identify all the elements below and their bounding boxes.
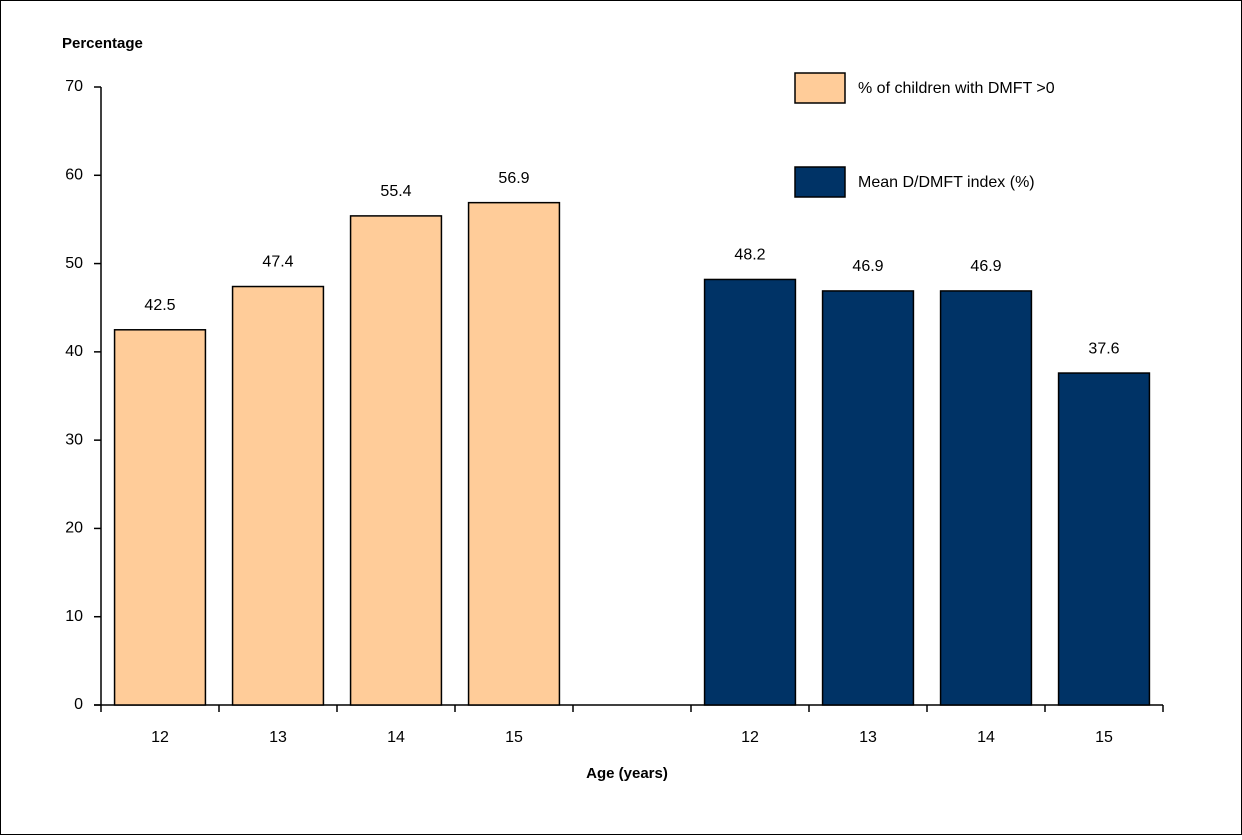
x-tick-label: 14 [977, 729, 995, 746]
x-tick-label: 13 [269, 729, 287, 746]
x-tick-label: 15 [1095, 729, 1113, 746]
y-axis-label: Percentage [62, 35, 143, 52]
x-axis-label: Age (years) [586, 765, 668, 782]
data-label: 48.2 [734, 247, 765, 264]
y-tick-label: 50 [65, 255, 83, 272]
legend-label: % of children with DMFT >0 [858, 80, 1055, 97]
y-tick-label: 70 [65, 78, 83, 95]
x-tick-label: 15 [505, 729, 523, 746]
data-label: 37.6 [1088, 340, 1119, 357]
data-label: 42.5 [144, 297, 175, 314]
legend-label: Mean D/DMFT index (%) [858, 174, 1035, 191]
y-tick-label: 40 [65, 343, 83, 360]
x-tick-label: 12 [151, 729, 169, 746]
x-tick-label: 13 [859, 729, 877, 746]
bar [349, 215, 443, 706]
x-tick-label: 14 [387, 729, 405, 746]
y-tick-label: 20 [65, 520, 83, 537]
bar [1057, 372, 1151, 706]
data-label: 46.9 [970, 258, 1001, 275]
y-tick-label: 60 [65, 167, 83, 184]
bar [113, 329, 207, 706]
bar [821, 290, 915, 706]
data-label: 55.4 [380, 183, 411, 200]
data-label: 46.9 [852, 258, 883, 275]
bar [703, 278, 797, 706]
y-tick-label: 10 [65, 608, 83, 625]
y-tick-label: 0 [74, 696, 83, 713]
data-label: 47.4 [262, 254, 293, 271]
x-tick-label: 12 [741, 729, 759, 746]
bar [467, 201, 561, 706]
data-label: 56.9 [498, 170, 529, 187]
legend-swatch [794, 72, 846, 104]
bar [231, 285, 325, 706]
legend-swatch [794, 166, 846, 198]
bar [939, 290, 1033, 706]
y-tick-label: 30 [65, 431, 83, 448]
